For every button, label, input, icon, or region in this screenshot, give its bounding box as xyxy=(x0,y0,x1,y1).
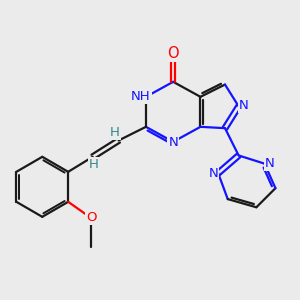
Text: O: O xyxy=(167,46,179,61)
Text: N: N xyxy=(265,157,274,169)
Text: H: H xyxy=(89,158,99,171)
Text: N: N xyxy=(168,136,178,149)
Text: N: N xyxy=(239,99,248,112)
Text: N: N xyxy=(208,167,218,180)
Text: NH: NH xyxy=(131,90,151,103)
Text: O: O xyxy=(86,211,97,224)
Text: H: H xyxy=(110,126,119,139)
